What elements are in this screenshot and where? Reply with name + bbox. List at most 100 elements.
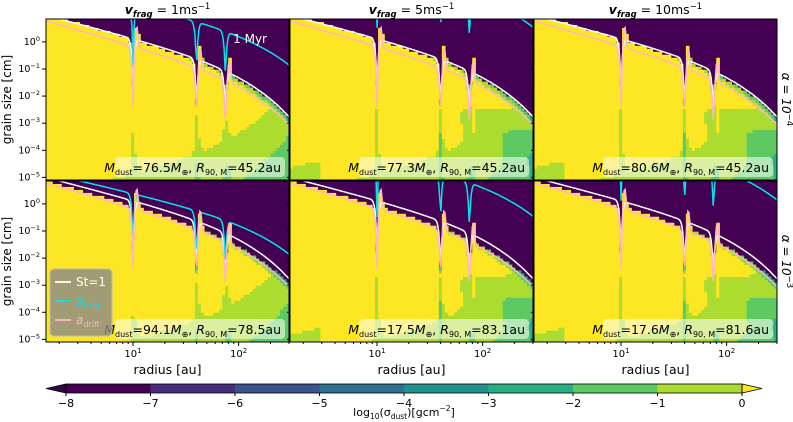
heat-cell (302, 30, 306, 35)
heat-cell (106, 105, 111, 110)
heat-cell (381, 153, 385, 157)
heat-cell (197, 69, 202, 74)
heat-cell (350, 39, 355, 44)
heat-cell (246, 132, 251, 136)
heat-cell (161, 114, 166, 118)
heat-cell (206, 66, 211, 71)
heat-cell (335, 144, 340, 148)
heat-cell (70, 156, 74, 160)
heat-cell (375, 129, 379, 133)
heat-cell (67, 141, 71, 145)
heat-cell (52, 66, 56, 71)
heat-cell (173, 99, 178, 104)
heat-cell (203, 90, 208, 95)
heat-cell (106, 99, 111, 104)
heat-cell (267, 138, 272, 142)
heat-cell (368, 108, 373, 113)
heat-cell (161, 126, 166, 130)
heat-cell (365, 60, 370, 65)
heat-cell (149, 93, 153, 98)
heat-cell (332, 117, 337, 121)
heat-cell (88, 27, 93, 32)
heat-cell (164, 99, 169, 104)
heat-cell (381, 117, 385, 121)
heat-cell (52, 153, 56, 157)
heat-cell (311, 129, 315, 133)
heat-cell (52, 135, 56, 139)
heat-cell (58, 174, 62, 178)
heat-cell (73, 66, 77, 71)
heat-cell (179, 96, 184, 101)
heat-cell (203, 78, 208, 83)
heat-cell (365, 177, 370, 180)
heat-cell (372, 126, 376, 130)
heat-cell (185, 60, 190, 65)
heat-cell (128, 177, 132, 180)
heat-cell (109, 78, 114, 83)
heat-cell (188, 117, 193, 121)
heat-cell (350, 54, 355, 59)
heat-cell (332, 27, 337, 32)
heat-cell (46, 102, 50, 107)
heat-cell (58, 75, 62, 80)
heat-cell (293, 153, 297, 157)
heat-cell (155, 75, 159, 80)
heat-cell (64, 156, 68, 160)
heat-cell (82, 39, 87, 44)
heat-cell (55, 27, 59, 32)
heat-cell (76, 36, 81, 41)
heat-cell (213, 144, 217, 148)
heat-cell (188, 153, 193, 157)
heat-cell (308, 90, 312, 95)
heat-cell (188, 57, 193, 62)
heat-cell (356, 120, 361, 124)
heat-cell (128, 141, 132, 145)
heat-cell (314, 24, 318, 29)
heat-cell (103, 177, 108, 180)
heat-cell (296, 165, 300, 169)
heat-cell (128, 54, 132, 59)
heat-cell (149, 117, 153, 121)
heat-cell (91, 141, 96, 145)
heat-cell (326, 63, 331, 68)
heat-cell (85, 99, 90, 104)
heat-cell (285, 117, 289, 121)
heat-cell (191, 111, 196, 116)
heat-cell (176, 144, 181, 148)
afrag-curve (130, 19, 289, 71)
heat-cell (112, 93, 117, 98)
heat-cell (332, 159, 337, 163)
heat-cell (282, 129, 287, 133)
heat-cell (356, 45, 361, 50)
heat-cell (365, 117, 370, 121)
heat-cell (308, 93, 312, 98)
heat-cell (311, 57, 315, 62)
heat-cell (103, 153, 108, 157)
heat-cell (213, 150, 217, 154)
heat-cell (329, 93, 334, 98)
heat-cell (249, 150, 254, 154)
heat-cell (124, 141, 129, 145)
heat-cell (290, 54, 294, 59)
heat-cell (152, 72, 156, 77)
heat-cell (155, 114, 159, 118)
heat-cell (100, 33, 105, 38)
heat-cell (378, 150, 382, 154)
heat-cell (222, 138, 226, 142)
heat-cell (194, 147, 199, 151)
heat-cell (332, 102, 337, 107)
heat-cell (85, 81, 90, 86)
heat-cell (258, 99, 263, 104)
heat-cell (381, 96, 385, 101)
heat-cell (246, 114, 251, 118)
heat-cell (285, 171, 289, 175)
heat-cell (347, 126, 352, 130)
heat-cell (94, 45, 99, 50)
heat-cell (88, 174, 93, 178)
heat-cell (131, 126, 135, 130)
heat-cell (353, 135, 358, 139)
heat-cell (97, 102, 102, 107)
heat-cell (372, 57, 376, 62)
heat-cell (167, 99, 172, 104)
heat-cell (356, 78, 361, 83)
